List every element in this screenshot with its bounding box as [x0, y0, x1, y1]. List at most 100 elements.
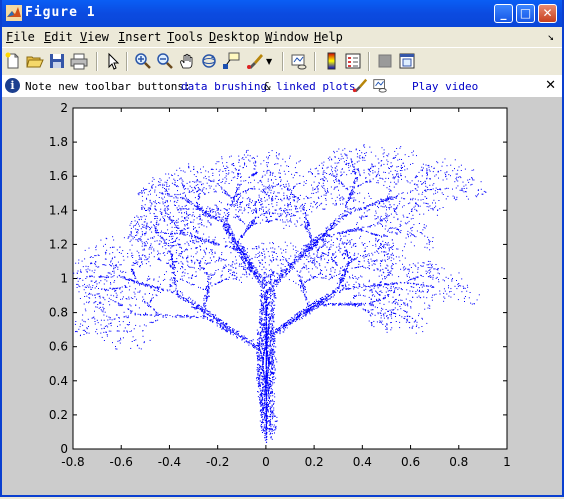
zoom-out-icon[interactable]	[156, 52, 174, 70]
play-video-link[interactable]: Play video	[412, 80, 479, 93]
link-plot-icon[interactable]	[290, 52, 308, 70]
scatter-point	[450, 296, 452, 298]
scatter-point	[161, 192, 163, 194]
linked-plots-link[interactable]: linked plots	[276, 80, 356, 93]
print-icon[interactable]	[70, 52, 88, 70]
scatter-point	[170, 236, 172, 238]
scatter-point	[270, 281, 271, 283]
hide-plot-tools-icon[interactable]	[376, 52, 394, 70]
scatter-point	[182, 183, 184, 185]
scatter-point	[265, 420, 267, 422]
scatter-point	[378, 168, 380, 170]
scatter-point	[323, 239, 325, 241]
scatter-point	[265, 403, 267, 405]
scatter-point	[341, 281, 342, 283]
menu-tools[interactable]: Tools	[167, 30, 204, 44]
scatter-point	[386, 216, 388, 217]
scatter-point	[266, 416, 268, 418]
new-file-icon[interactable]	[4, 52, 22, 70]
zoom-in-icon[interactable]	[134, 52, 152, 70]
scatter-point	[228, 226, 230, 228]
scatter-point	[336, 264, 338, 266]
scatter-point	[239, 192, 241, 194]
rotate-3d-icon[interactable]	[200, 52, 218, 70]
title-bar[interactable]: Figure 1 _ □ ✕	[2, 0, 562, 27]
menu-edit[interactable]: Edit	[44, 30, 73, 44]
scatter-point	[366, 286, 368, 287]
scatter-point	[290, 194, 291, 195]
show-plot-tools-icon[interactable]	[398, 52, 416, 70]
scatter-point	[164, 315, 166, 317]
scatter-point	[260, 409, 262, 411]
scatter-point	[155, 229, 157, 231]
scatter-point	[290, 191, 292, 193]
scatter-point	[338, 287, 340, 289]
scatter-point	[140, 218, 142, 220]
save-icon[interactable]	[48, 52, 66, 70]
brush-dropdown-icon[interactable]: ▼	[266, 57, 273, 66]
scatter-point	[259, 180, 261, 182]
data-cursor-icon[interactable]	[222, 52, 240, 70]
scatter-point	[263, 378, 265, 379]
scatter-point	[269, 259, 271, 261]
scatter-plot[interactable]: -0.8 -0.6 -0.4 -0.2 0 0.2 0.4 0.6 0.8 1 00.20.40.…	[2, 97, 562, 495]
scatter-point	[252, 344, 253, 346]
scatter-point	[171, 266, 173, 268]
scatter-point	[216, 217, 218, 218]
scatter-point	[363, 144, 365, 146]
scatter-point	[272, 338, 274, 339]
scatter-point	[417, 271, 419, 273]
scatter-point	[89, 257, 91, 258]
scatter-point	[352, 187, 354, 189]
menu-help[interactable]: Help	[314, 30, 343, 44]
menu-insert[interactable]: Insert	[118, 30, 162, 44]
close-button[interactable]: ✕	[538, 4, 557, 23]
pointer-icon[interactable]	[104, 52, 122, 70]
data-brushing-link[interactable]: data brushing	[181, 80, 268, 93]
minimize-button[interactable]: _	[494, 4, 513, 23]
scatter-point	[388, 199, 390, 200]
scatter-point	[420, 265, 422, 267]
scatter-point	[241, 339, 243, 341]
scatter-point	[285, 249, 287, 250]
scatter-point	[281, 188, 283, 190]
scatter-point	[345, 215, 347, 217]
scatter-point	[147, 207, 149, 209]
pan-hand-icon[interactable]	[178, 52, 196, 70]
menu-file[interactable]: File	[6, 30, 35, 44]
scatter-point	[183, 208, 184, 210]
scatter-point	[264, 298, 266, 300]
scatter-point	[398, 177, 400, 178]
scatter-point	[273, 376, 275, 378]
dock-arrow-icon[interactable]: ↘	[547, 30, 554, 43]
legend-icon[interactable]	[344, 52, 362, 70]
scatter-point	[305, 183, 307, 184]
close-infobar-button[interactable]: ✕	[545, 78, 556, 93]
scatter-point	[426, 206, 428, 208]
menu-view[interactable]: View	[80, 30, 109, 44]
scatter-point	[136, 280, 138, 282]
scatter-point	[264, 377, 266, 379]
scatter-point	[248, 344, 250, 346]
scatter-point	[427, 285, 429, 287]
maximize-button[interactable]: □	[516, 4, 535, 23]
open-folder-icon[interactable]	[26, 52, 44, 70]
scatter-point	[357, 168, 359, 170]
brush-icon[interactable]	[246, 52, 264, 70]
scatter-point	[269, 274, 271, 276]
scatter-point	[252, 339, 254, 341]
menu-window[interactable]: Window	[265, 30, 309, 44]
scatter-point	[270, 278, 272, 280]
scatter-point	[455, 199, 457, 201]
scatter-point	[100, 319, 102, 321]
scatter-point	[459, 189, 461, 191]
scatter-point	[440, 170, 442, 172]
scatter-point	[339, 278, 341, 280]
scatter-point	[270, 391, 272, 393]
scatter-point	[200, 287, 201, 289]
menu-desktop[interactable]: Desktop	[209, 30, 260, 44]
scatter-point	[393, 178, 395, 180]
scatter-point	[265, 434, 267, 436]
colorbar-icon[interactable]	[322, 52, 340, 70]
scatter-point	[271, 198, 273, 200]
